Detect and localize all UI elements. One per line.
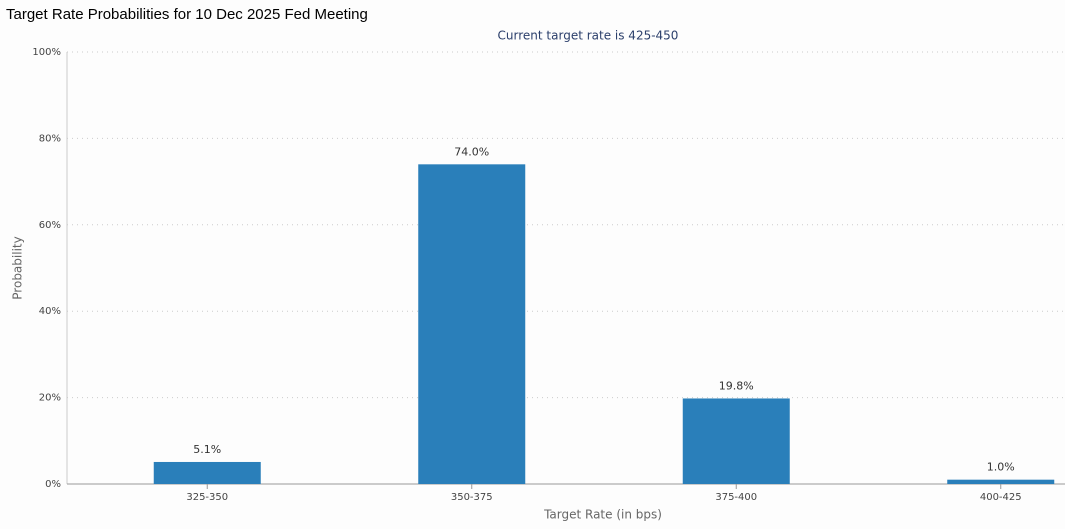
- y-axis-title: Probability: [11, 236, 25, 299]
- x-tick-label: 400-425: [980, 492, 1022, 503]
- bar: [418, 164, 526, 484]
- y-tick-label: 0%: [45, 479, 61, 490]
- x-tick-label: 325-350: [186, 492, 228, 503]
- bar: [682, 398, 790, 484]
- y-tick-label: 20%: [39, 393, 61, 404]
- x-tick-label: 350-375: [451, 492, 493, 503]
- data-label: 19.8%: [719, 379, 754, 392]
- data-label: 74.0%: [454, 145, 489, 158]
- bar: [153, 461, 261, 484]
- data-label: 1.0%: [987, 461, 1015, 474]
- data-label: 5.1%: [193, 443, 221, 456]
- x-tick-label: 375-400: [715, 492, 757, 503]
- y-tick-label: 100%: [32, 47, 61, 58]
- y-tick-label: 40%: [39, 306, 61, 317]
- chart-subtitle: Current target rate is 425-450: [498, 29, 679, 43]
- x-axis-title: Target Rate (in bps): [543, 508, 662, 522]
- chart-title: Target Rate Probabilities for 10 Dec 202…: [6, 6, 368, 23]
- bar: [947, 479, 1055, 484]
- y-tick-label: 60%: [39, 220, 61, 231]
- y-tick-label: 80%: [39, 133, 61, 144]
